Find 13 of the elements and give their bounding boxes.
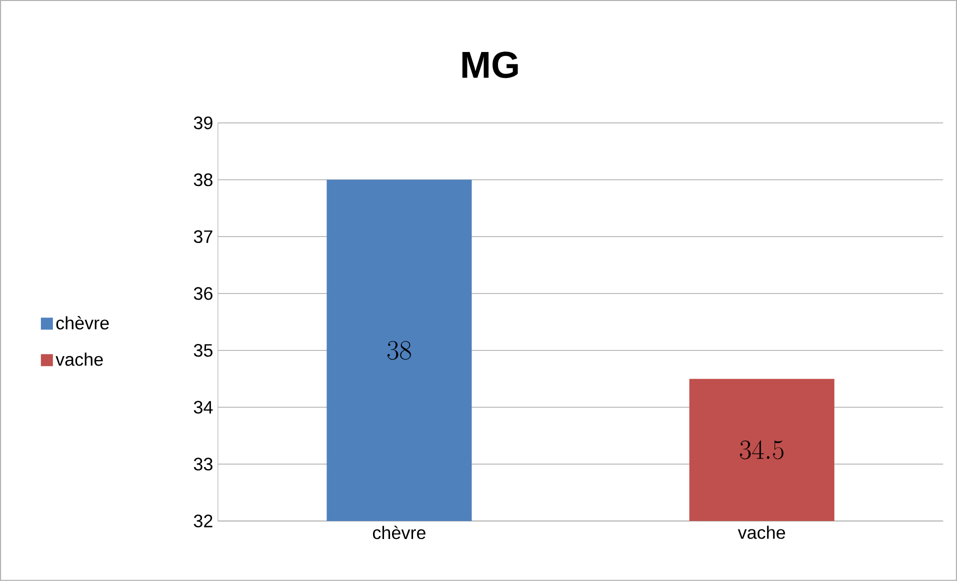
- y-tick-label: 34: [194, 400, 213, 414]
- y-tick-label: 32: [194, 514, 212, 528]
- legend-label: chèvre: [56, 316, 109, 330]
- y-tick-label: 33: [194, 458, 212, 471]
- y-tick-label: 38: [194, 173, 212, 186]
- y-tick-label: 39: [194, 116, 212, 130]
- legend-label: vache: [56, 352, 103, 366]
- data-label: 34.5: [740, 440, 784, 460]
- chart-title: MG: [462, 52, 518, 78]
- y-tick-label: 37: [194, 230, 212, 244]
- y-tick-label: 36: [194, 287, 212, 300]
- y-tick-label: 35: [194, 344, 212, 357]
- data-label: 38: [387, 341, 411, 360]
